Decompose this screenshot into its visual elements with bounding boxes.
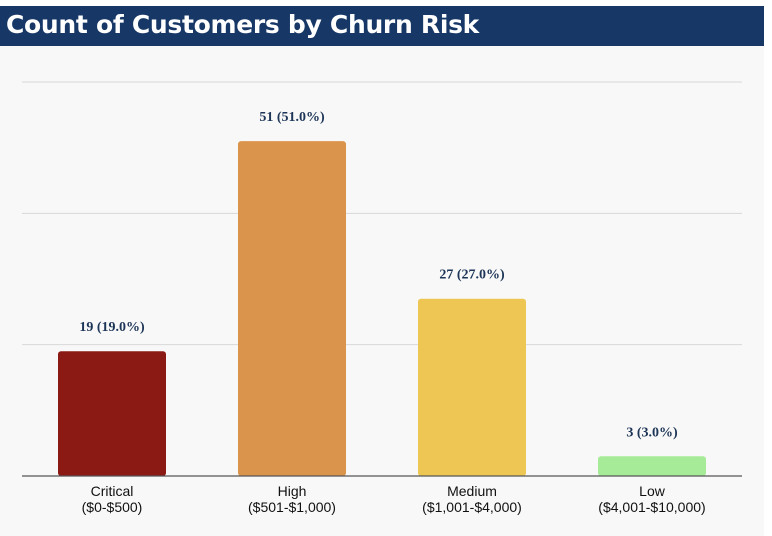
data-label: 19 (19.0%) — [79, 320, 145, 335]
x-tick-label: Medium — [447, 483, 497, 499]
bar-chart: 19 (19.0%) Critical($0-$500) 51 (51.0%) Hig… — [22, 81, 742, 515]
x-tick-label: ($0-$500) — [82, 499, 143, 515]
x-tick-label: Critical — [91, 483, 134, 499]
x-tick-label: High — [278, 483, 307, 499]
bar — [238, 141, 346, 476]
bar — [598, 456, 706, 476]
chart-title: Count of Customers by Churn Risk — [6, 10, 479, 39]
data-label: 27 (27.0%) — [439, 268, 505, 283]
plot-panel: 19 (19.0%) Critical ($0-$500) 51 (51.0%) Hig… — [0, 46, 764, 536]
x-tick-label: ($501-$1,000) — [248, 499, 336, 515]
x-tick-label: ($4,001-$10,000) — [598, 499, 705, 515]
bar — [58, 351, 166, 476]
x-tick-label: Low — [639, 483, 666, 499]
data-label: 3 (3.0%) — [626, 425, 678, 440]
chart-title-bar: Count of Customers by Churn Risk — [0, 6, 764, 46]
x-tick-label: ($1,001-$4,000) — [422, 499, 522, 515]
bar — [418, 298, 526, 476]
data-label: 51 (51.0%) — [259, 110, 325, 125]
